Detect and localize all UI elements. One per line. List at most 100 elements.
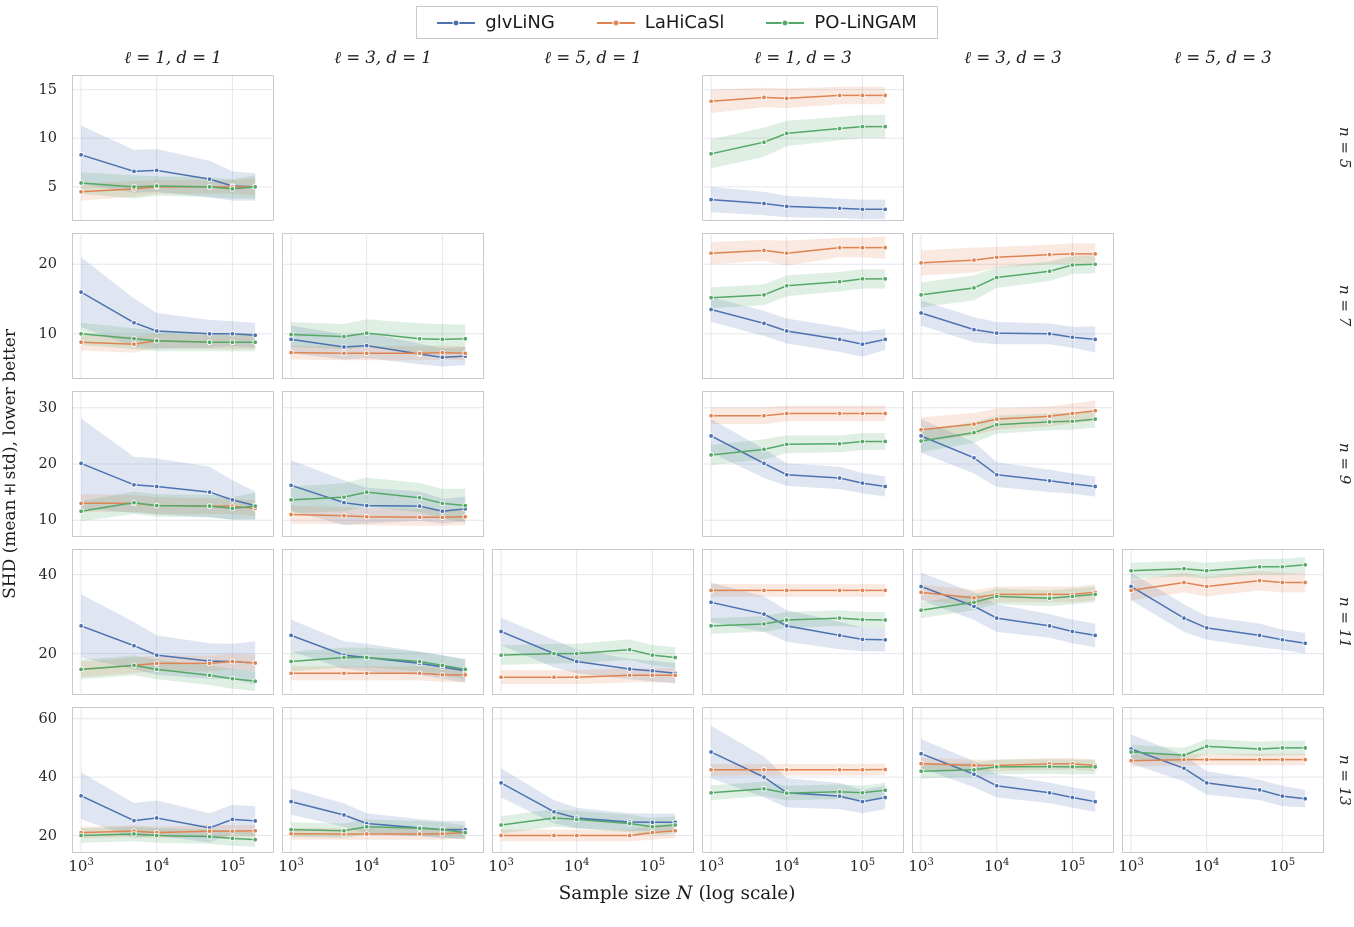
series-marker — [131, 319, 137, 326]
series-marker — [131, 499, 137, 506]
series-line — [711, 94, 886, 103]
series-marker — [1203, 625, 1210, 631]
series-marker — [1302, 745, 1308, 751]
empty-cell — [492, 233, 694, 379]
series-marker — [153, 832, 160, 839]
series-band — [921, 584, 1096, 606]
series-marker — [252, 836, 258, 843]
col-title-l5d3: ℓ = 5, d = 3 — [1174, 48, 1272, 67]
subplot — [702, 707, 904, 853]
series-marker — [1046, 595, 1053, 602]
series-line — [501, 817, 676, 828]
series-marker — [761, 786, 767, 792]
subplot — [702, 549, 904, 695]
x-axis-label: Sample size N (log scale) — [0, 883, 1354, 904]
series-marker — [1092, 336, 1098, 343]
series-marker — [288, 349, 294, 356]
series-marker — [859, 790, 866, 796]
series-line — [291, 656, 466, 671]
series-marker — [783, 767, 790, 773]
series-marker — [859, 123, 866, 130]
series-marker — [783, 623, 790, 629]
series-marker — [206, 331, 213, 337]
series-line — [81, 664, 256, 682]
series-marker — [783, 130, 790, 137]
series-marker — [971, 326, 977, 333]
series-line — [81, 333, 256, 343]
series-marker — [229, 835, 236, 842]
series-marker — [131, 184, 137, 190]
series-marker — [131, 831, 137, 837]
series-line — [501, 648, 676, 659]
series-band — [81, 125, 256, 201]
series-marker — [708, 433, 714, 439]
y-tick-label: 30 — [38, 399, 57, 416]
subplot-cell — [912, 391, 1114, 537]
series-marker — [1092, 632, 1098, 639]
row-label-column: n = 9 — [1332, 391, 1354, 537]
series-band — [711, 297, 886, 357]
series-marker — [1046, 419, 1053, 425]
series-marker — [439, 826, 446, 833]
x-tick-label: 103 — [488, 857, 514, 875]
series-marker — [498, 832, 504, 839]
series-line — [921, 409, 1096, 431]
series-marker — [153, 183, 160, 189]
y-axis-ticks: 10 20 30 — [20, 391, 64, 537]
series-marker — [836, 788, 843, 795]
series-marker — [153, 167, 160, 174]
series-band — [81, 257, 256, 350]
empty-cell — [912, 75, 1114, 221]
series-marker — [78, 832, 84, 839]
series-marker — [1128, 757, 1134, 764]
series-marker — [1203, 567, 1210, 574]
series-marker — [363, 489, 370, 495]
subplot-cell — [282, 233, 484, 379]
series-marker — [1181, 765, 1187, 772]
series-marker — [1046, 478, 1053, 484]
series-marker — [708, 412, 714, 419]
subplot-cell — [702, 549, 904, 695]
series-marker — [971, 455, 977, 461]
series-line — [290, 484, 466, 512]
series-marker — [1092, 416, 1098, 422]
series-line — [710, 125, 886, 155]
series-marker — [288, 482, 294, 489]
x-tick-label: 105 — [1059, 857, 1086, 875]
series-line — [80, 291, 256, 336]
series-marker — [761, 200, 767, 207]
series-marker — [859, 244, 866, 251]
series-marker — [859, 798, 866, 805]
series-marker — [78, 152, 84, 158]
subplot-cell — [1122, 707, 1324, 853]
series-band — [501, 639, 676, 668]
subplot-cell — [72, 75, 274, 221]
series-marker — [416, 670, 423, 677]
series-band — [291, 477, 466, 523]
subplot — [72, 75, 274, 221]
empty-cell — [1122, 391, 1324, 537]
series-band — [81, 418, 256, 520]
series-marker — [971, 762, 977, 769]
legend-item-glvling: glvLiNG — [437, 12, 555, 33]
series-marker — [252, 184, 258, 190]
series-line — [920, 435, 1096, 488]
series-marker — [1279, 564, 1286, 570]
series-marker — [1092, 483, 1098, 490]
series-marker — [836, 125, 843, 132]
series-line — [291, 831, 466, 835]
empty-cell — [1122, 233, 1324, 379]
series-marker — [206, 833, 213, 840]
series-marker — [882, 123, 888, 130]
series-marker — [131, 335, 137, 342]
col-title-l3d3: ℓ = 3, d = 3 — [964, 48, 1062, 67]
series-marker — [229, 186, 236, 192]
series-marker — [498, 822, 504, 828]
series-marker — [341, 350, 347, 357]
series-marker — [288, 336, 294, 343]
x-tick-label: 104 — [563, 857, 590, 875]
series-marker — [761, 621, 767, 627]
series-band — [921, 243, 1096, 276]
series-marker — [649, 668, 656, 674]
series-marker — [626, 666, 633, 672]
